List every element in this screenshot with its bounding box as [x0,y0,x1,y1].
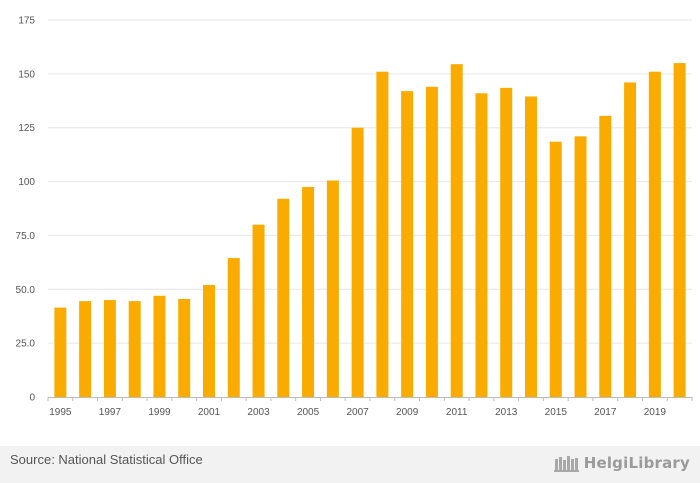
bar-1997[interactable] [103,300,116,397]
y-tick-label: 75.0 [16,231,36,242]
bar-2013[interactable] [500,87,513,398]
bar-2007[interactable] [351,127,364,397]
bar-chart: 0 25.0 50.0 75.0 100 125 150 175 1995 1997 1999 20… [16,16,693,418]
bar-2006[interactable] [326,180,339,397]
y-tick-label: 0 [29,393,35,404]
bar-2016[interactable] [574,136,587,397]
bookshelf-icon [553,456,579,472]
x-axis-ticks: 1995 1997 1999 2001 2003 2005 2007 2009 2011 2013… [49,407,666,418]
x-axis [47,397,693,401]
bar-2003[interactable] [252,224,265,397]
bar-2018[interactable] [624,82,637,397]
bar-2002[interactable] [227,258,240,397]
x-tick-label: 2003 [247,407,270,418]
bar-1996[interactable] [79,301,92,397]
x-tick-label: 1999 [148,407,171,418]
x-tick-label: 2011 [446,407,468,418]
y-tick-label: 175 [18,16,35,27]
x-tick-label: 2019 [644,407,667,418]
bar-2014[interactable] [525,96,537,397]
y-tick-label: 125 [18,123,35,134]
y-axis-ticks: 0 25.0 50.0 75.0 100 125 150 175 [16,16,36,404]
bar-2020[interactable] [673,63,686,397]
y-tick-label: 25.0 [16,339,36,350]
bar-2011[interactable] [450,64,463,398]
y-tick-label: 150 [18,69,35,80]
x-tick-label: 2005 [297,407,320,418]
y-tick-label: 100 [18,177,35,188]
gridlines [48,19,692,344]
bar-1998[interactable] [128,301,141,397]
x-tick-label: 2001 [198,407,221,418]
bar-2010[interactable] [425,86,438,397]
bar-1995[interactable] [54,307,67,397]
y-tick-label: 50.0 [16,285,36,296]
x-tick-label: 1997 [99,407,122,418]
bar-2001[interactable] [203,284,215,397]
bar-2015[interactable] [549,141,562,397]
bar-2008[interactable] [376,71,389,398]
x-tick-label: 1995 [49,407,72,418]
bar-2019[interactable] [648,71,661,398]
x-tick-label: 2015 [545,407,568,418]
bar-2005[interactable] [302,186,315,397]
brand-name: HelgiLibrary [583,454,690,472]
bar-2012[interactable] [475,93,488,397]
source-note: Source: National Statistical Office [10,452,203,467]
bar-1999[interactable] [153,295,166,397]
x-tick-label: 2013 [495,407,518,418]
bar-2000[interactable] [178,298,191,397]
x-tick-label: 2009 [396,407,419,418]
bar-2009[interactable] [401,91,414,397]
x-tick-label: 2017 [594,407,617,418]
bar-2004[interactable] [277,198,290,397]
brand-logo[interactable]: HelgiLibrary [553,448,690,478]
bar-2017[interactable] [599,115,612,397]
chart-footer: Source: National Statistical Office Helg… [0,446,700,483]
x-tick-label: 2007 [346,407,369,418]
bars [54,63,686,398]
